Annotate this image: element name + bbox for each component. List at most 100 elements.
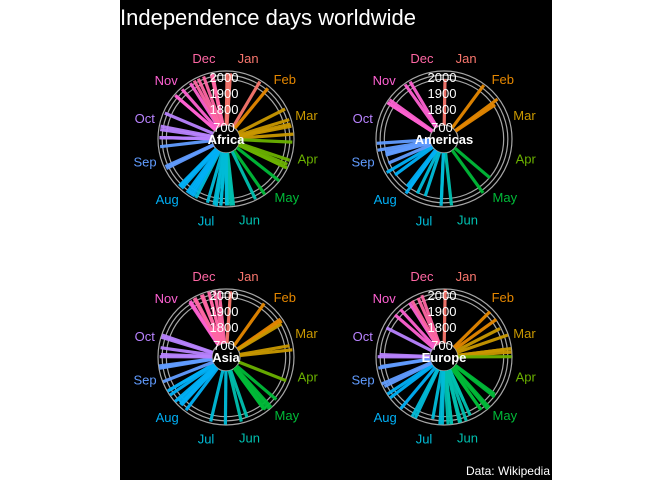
month-label: Dec	[410, 269, 434, 284]
bar	[225, 73, 233, 126]
month-label: Aug	[374, 192, 397, 207]
region-label: Americas	[415, 132, 474, 147]
radial-tick-label: 1900	[428, 86, 457, 101]
bar	[394, 146, 434, 177]
bar	[239, 124, 292, 138]
bar	[205, 151, 224, 204]
month-label: Oct	[353, 329, 374, 344]
month-label: Jan	[238, 269, 259, 284]
month-label: May	[275, 408, 300, 423]
bar	[202, 75, 223, 127]
bar	[448, 369, 472, 417]
month-label: Jan	[456, 269, 477, 284]
bar	[453, 146, 491, 180]
bar	[239, 138, 293, 144]
bar	[224, 152, 229, 206]
bar	[410, 368, 439, 418]
month-label: Jul	[198, 214, 215, 229]
month-label: Nov	[155, 73, 179, 88]
month-label: Jul	[416, 214, 433, 229]
grid-circle	[211, 124, 241, 154]
bar	[158, 357, 213, 368]
bar	[164, 111, 214, 135]
bar	[380, 357, 431, 369]
month-label: May	[493, 408, 518, 423]
bar	[225, 291, 233, 344]
bar	[415, 150, 440, 195]
month-label: Apr	[298, 370, 319, 385]
grid-circle	[375, 70, 513, 208]
bar	[456, 333, 509, 354]
bar	[379, 352, 431, 359]
grid-circle	[157, 70, 295, 208]
bar	[385, 326, 433, 353]
month-label: Apr	[516, 370, 537, 385]
month-label: Jun	[457, 431, 478, 446]
grid-circle	[379, 74, 509, 204]
facet-asia: Jan Feb Mar Apr May Jun Jul Aug Sep Oct Nov Dec 700 1…	[134, 269, 319, 447]
bar	[455, 327, 501, 353]
bar	[239, 132, 294, 140]
month-label: Mar	[295, 108, 318, 123]
bar	[160, 346, 213, 357]
bar	[166, 362, 215, 393]
bar	[454, 318, 498, 351]
grid-circle	[157, 288, 295, 426]
bar	[200, 293, 223, 345]
bar	[420, 294, 441, 345]
bar	[389, 364, 434, 400]
radial-tick-label: 700	[213, 338, 235, 353]
radial-tick-label: 1800	[210, 102, 239, 117]
month-label: Nov	[373, 73, 397, 88]
bar	[162, 360, 214, 384]
bar	[410, 300, 439, 346]
grid-circle	[429, 342, 459, 372]
radial-tick-label: 700	[431, 338, 453, 353]
facet-africa: Jan Feb Mar Apr May Jun Jul Aug Sep Oct Nov Dec 700 1…	[134, 51, 319, 229]
bar	[239, 348, 293, 358]
month-label: Nov	[373, 291, 397, 306]
bar	[443, 370, 450, 425]
facet-americas: Jan Feb Mar Apr May Jun Jul Aug Sep Oct Nov Dec 700 1…	[352, 51, 537, 229]
bar	[229, 369, 249, 418]
bar	[387, 143, 432, 165]
bar	[231, 80, 262, 128]
bar	[185, 149, 220, 194]
bar	[238, 360, 287, 383]
radial-tick-label: 2000	[210, 70, 239, 85]
month-label: Apr	[516, 152, 537, 167]
bar	[376, 138, 431, 145]
region-label: Africa	[208, 132, 246, 147]
data-source-caption: Data: Wikipedia	[465, 464, 550, 478]
grid-circle	[211, 342, 241, 372]
bar	[232, 302, 266, 347]
bar	[444, 152, 454, 206]
bar	[450, 149, 485, 194]
bar	[438, 370, 445, 425]
month-label: Jun	[239, 431, 260, 446]
bar	[450, 367, 483, 411]
bar	[174, 94, 217, 132]
radial-tick-label: 1800	[210, 320, 239, 335]
bar	[178, 147, 218, 188]
month-label: Jun	[457, 213, 478, 228]
bar	[386, 363, 434, 396]
bar	[209, 370, 225, 422]
bar	[160, 124, 213, 138]
radial-tick-label: 700	[431, 120, 453, 135]
bar	[237, 107, 286, 135]
month-label: Jan	[456, 51, 477, 66]
month-label: Feb	[274, 72, 296, 87]
bar	[161, 333, 214, 354]
month-label: Oct	[135, 111, 156, 126]
bar	[452, 310, 492, 349]
facet-europe: Jan Feb Mar Apr May Jun Jul Aug Sep Oct Nov Dec 700 1…	[352, 269, 537, 447]
bar	[180, 88, 218, 130]
bar	[223, 370, 228, 425]
month-label: Jul	[416, 432, 433, 447]
bar	[454, 103, 496, 133]
bar	[385, 144, 433, 174]
bar	[393, 313, 435, 350]
bar	[423, 151, 442, 197]
month-label: Jul	[198, 432, 215, 447]
